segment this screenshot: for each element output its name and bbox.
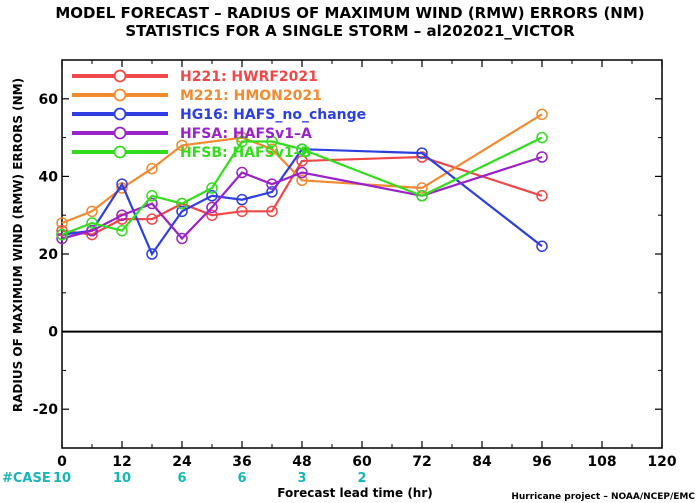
data-point (236, 135, 248, 148)
data-point (206, 209, 218, 221)
x-tick-label: 84 (472, 454, 492, 470)
x-tick-label: 36 (232, 454, 251, 470)
data-point (86, 224, 98, 237)
data-point (146, 197, 158, 210)
credit-text: Hurricane project – NOAA/NCEP/EMC (511, 492, 695, 502)
x-tick-label: 12 (112, 454, 131, 470)
data-point (56, 217, 68, 229)
x-tick-label: 72 (412, 454, 431, 470)
data-point (416, 182, 428, 194)
data-point (536, 190, 548, 202)
x-axis-label: Forecast lead time (hr) (277, 486, 433, 500)
data-point (176, 205, 188, 218)
data-point (236, 193, 248, 206)
data-point (296, 166, 308, 179)
legend-marker (113, 145, 127, 159)
data-point (416, 147, 428, 159)
data-point (56, 228, 68, 241)
chart-title: MODEL FORECAST – RADIUS OF MAXIMUM WIND … (55, 4, 644, 22)
series-line (61, 148, 543, 257)
data-point (146, 190, 158, 202)
data-point (536, 108, 548, 121)
case-count: 10 (113, 471, 131, 486)
series-5 (56, 131, 548, 241)
case-count: 3 (297, 471, 306, 486)
legend-entry: M221: HMON2021 (180, 88, 322, 104)
legend-marker (113, 107, 127, 121)
case-count: 10 (53, 471, 71, 486)
data-point (296, 155, 308, 167)
data-point (536, 240, 548, 252)
x-tick-label: 24 (172, 454, 192, 470)
legend-entry: HG16: HAFS_no_change (180, 107, 366, 123)
x-tick-label: 0 (57, 454, 67, 470)
series-line (61, 136, 543, 236)
data-point (266, 205, 278, 218)
case-count: 6 (177, 471, 186, 486)
data-point (56, 224, 68, 237)
data-point (206, 182, 218, 194)
chart-subtitle: STATISTICS FOR A SINGLE STORM – al202021… (125, 22, 575, 40)
data-point (266, 186, 278, 198)
series-1 (56, 151, 548, 241)
data-point (296, 143, 308, 155)
data-point (176, 232, 188, 245)
x-tick-label: 60 (352, 454, 372, 470)
data-point (176, 197, 188, 210)
x-tick-label: 48 (292, 454, 311, 470)
data-point (116, 178, 128, 190)
y-axis-label: RADIUS OF MAXIMUM WIND (RMW) ERRORS (NM) (11, 78, 25, 412)
series-line (61, 155, 543, 241)
data-point (176, 139, 188, 152)
data-point (266, 135, 278, 148)
data-point (146, 248, 158, 260)
y-tick-label: 0 (48, 325, 58, 341)
legend-marker (113, 88, 127, 102)
case-label: #CASE (2, 471, 51, 486)
data-point (236, 166, 248, 179)
data-point (416, 190, 428, 202)
data-point (146, 162, 158, 175)
series-line (61, 155, 543, 236)
legend-entry: H221: HWRF2021 (180, 69, 318, 85)
y-tick-label: 40 (39, 169, 59, 185)
legend-entry: HFSB: HAFSv1–B (180, 145, 311, 161)
data-point (236, 205, 248, 218)
data-point (86, 205, 98, 218)
data-point (206, 201, 218, 214)
y-tick-label: 60 (39, 92, 59, 108)
series-4 (56, 151, 548, 245)
x-tick-label: 120 (647, 454, 676, 470)
x-tick-label: 96 (532, 454, 551, 470)
data-point (206, 190, 218, 202)
data-point (536, 151, 548, 163)
legend-marker (113, 126, 127, 140)
data-point (116, 224, 128, 237)
case-count: 2 (357, 471, 366, 486)
legend: H221: HWRF2021 M221: HMON2021 HG16: HAFS_n… (72, 69, 366, 161)
data-point (296, 174, 308, 187)
legend-marker (113, 69, 127, 83)
data-point (536, 131, 548, 144)
case-count: 6 (237, 471, 246, 486)
y-tick-label: 20 (39, 247, 59, 263)
data-point (266, 143, 278, 155)
data-point (116, 209, 128, 221)
legend-entry: HFSA: HAFSv1–A (180, 126, 312, 142)
x-tick-label: 108 (587, 454, 616, 470)
data-point (266, 178, 278, 190)
data-point (146, 213, 158, 225)
data-point (86, 217, 98, 229)
y-tick-label: -20 (33, 402, 59, 418)
